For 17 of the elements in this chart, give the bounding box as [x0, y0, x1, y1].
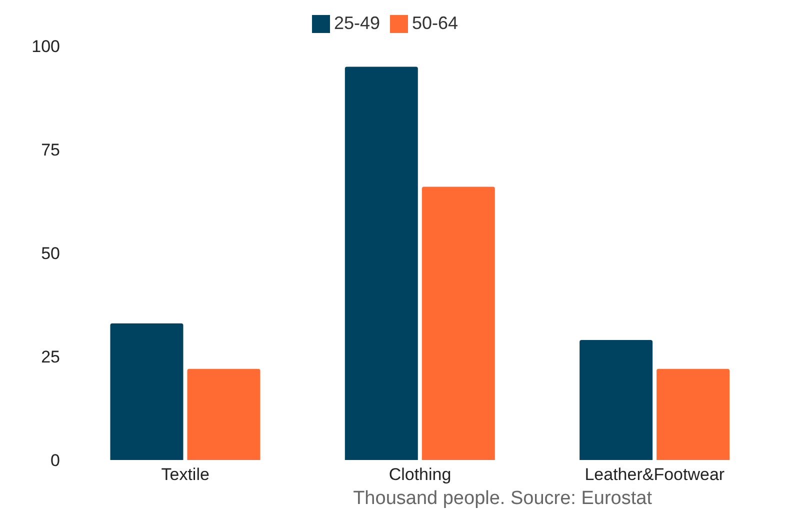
- x-tick-label: Textile: [161, 465, 210, 484]
- y-tick-label: 100: [32, 37, 60, 56]
- bar: [580, 340, 653, 460]
- bar: [187, 368, 260, 460]
- text: Thousand people. Soucre: Eurostat: [352, 488, 653, 510]
- y-tick-label: 75: [41, 140, 60, 160]
- x-tick-label: Clothing: [388, 465, 452, 484]
- bar: [656, 368, 730, 460]
- legend-label: 25-49: [334, 13, 380, 33]
- y-tick-label: 0: [50, 451, 60, 470]
- x-tick-label: Leather&Footwear: [584, 465, 725, 484]
- bar: [422, 186, 495, 460]
- bar: [344, 66, 418, 460]
- y-tick-label: 50: [41, 244, 60, 264]
- legend-label: 50-64: [412, 13, 458, 33]
- y-tick-label: 25: [41, 348, 60, 367]
- bar: [110, 323, 184, 460]
